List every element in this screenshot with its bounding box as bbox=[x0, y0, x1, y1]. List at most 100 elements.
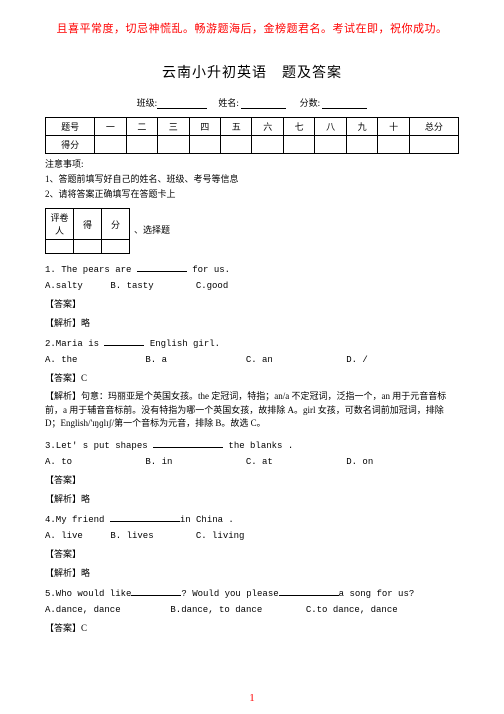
q2-ans-val: C bbox=[81, 373, 87, 383]
score-value-row: 得分 bbox=[46, 136, 459, 154]
mini-cell bbox=[102, 240, 130, 254]
q1-opt-b: B. tasty bbox=[110, 281, 190, 291]
head-cell: 五 bbox=[221, 118, 252, 136]
q1-stem: 1. The pears are for us. bbox=[45, 264, 459, 275]
q3-opt-d: D. on bbox=[346, 457, 441, 467]
q4-stem: 4.My friend in China . bbox=[45, 514, 459, 525]
q3-explain-label: 【解析】略 bbox=[45, 492, 459, 505]
q4-text-a: 4.My friend bbox=[45, 515, 110, 525]
page-title: 云南小升初英语 题及答案 bbox=[45, 62, 459, 82]
head-cell: 七 bbox=[283, 118, 314, 136]
score-table: 题号 一 二 三 四 五 六 七 八 九 十 总分 得分 bbox=[45, 117, 459, 154]
score-label: 分数: bbox=[300, 98, 321, 108]
q2-stem: 2.Maria is English girl. bbox=[45, 338, 459, 349]
head-cell: 九 bbox=[346, 118, 377, 136]
notice-2: 2、请将答案正确填写在答题卡上 bbox=[45, 187, 459, 200]
section-label: 、选择题 bbox=[134, 223, 170, 236]
ans-tag: 【答案】 bbox=[45, 373, 81, 383]
row-label-cell: 得分 bbox=[46, 136, 95, 154]
q2-explain: 【解析】句意：玛丽亚是个英国女孩。the 定冠词，特指；an/a 不定冠词，泛指… bbox=[45, 390, 459, 431]
q5-opt-c: C.to dance, dance bbox=[306, 605, 398, 615]
head-cell: 六 bbox=[252, 118, 283, 136]
q3-opt-a: A. to bbox=[45, 457, 140, 467]
q2-opt-b: B. a bbox=[145, 355, 240, 365]
head-cell: 二 bbox=[126, 118, 157, 136]
q3-answer-label: 【答案】 bbox=[45, 473, 459, 486]
q2-opt-d: D. / bbox=[346, 355, 441, 365]
mini-table-wrap: 评卷人 得 分 、选择题 bbox=[45, 204, 459, 254]
empty-cell bbox=[283, 136, 314, 154]
head-cell: 四 bbox=[189, 118, 220, 136]
score-blank bbox=[322, 99, 367, 109]
q4-opt-c: C. living bbox=[196, 531, 276, 541]
q3-blank bbox=[153, 440, 223, 448]
q2-options: A. the B. a C. an D. / bbox=[45, 355, 459, 365]
q4-blank bbox=[110, 514, 180, 522]
notice-1: 1、答题前填写好自己的姓名、班级、考号等信息 bbox=[45, 172, 459, 185]
q1-options: A.salty B. tasty C.good bbox=[45, 281, 459, 291]
empty-cell bbox=[158, 136, 189, 154]
q3-opt-c: C. at bbox=[246, 457, 341, 467]
q5-opt-b: B.dance, to dance bbox=[170, 605, 300, 615]
head-cell: 八 bbox=[315, 118, 346, 136]
mini-cell: 评卷人 bbox=[46, 209, 74, 240]
mini-table: 评卷人 得 分 bbox=[45, 208, 130, 254]
q3-text-b: the blanks . bbox=[223, 441, 293, 451]
mini-cell: 分 bbox=[102, 209, 130, 240]
motto-text: 且喜平常度，切忌神慌乱。畅游题海后，金榜题君名。考试在即，祝你成功。 bbox=[45, 20, 459, 36]
empty-cell bbox=[378, 136, 409, 154]
q5-answer: 【答案】C bbox=[45, 621, 459, 634]
meta-row: 班级: 姓名: 分数: bbox=[45, 96, 459, 109]
class-blank bbox=[157, 99, 207, 109]
empty-cell bbox=[315, 136, 346, 154]
ans-tag: 【答案】 bbox=[45, 623, 81, 633]
notice-head: 注意事项: bbox=[45, 157, 459, 170]
q1-text-a: 1. The pears are bbox=[45, 265, 137, 275]
empty-cell bbox=[189, 136, 220, 154]
omit-text: 略 bbox=[81, 318, 90, 328]
head-cell: 题号 bbox=[46, 118, 95, 136]
q4-options: A. live B. lives C. living bbox=[45, 531, 459, 541]
q5-text-a: 5.Who would like bbox=[45, 589, 131, 599]
omit-text: 略 bbox=[81, 494, 90, 504]
head-cell: 一 bbox=[95, 118, 126, 136]
empty-cell bbox=[252, 136, 283, 154]
empty-cell bbox=[221, 136, 252, 154]
q4-text-b: in China . bbox=[180, 515, 234, 525]
q4-explain-label: 【解析】略 bbox=[45, 566, 459, 579]
q1-opt-c: C.good bbox=[196, 281, 276, 291]
q3-stem: 3.Let' s put shapes the blanks . bbox=[45, 440, 459, 451]
empty-cell bbox=[346, 136, 377, 154]
q1-opt-a: A.salty bbox=[45, 281, 105, 291]
q2-opt-c: C. an bbox=[246, 355, 341, 365]
q1-text-b: for us. bbox=[187, 265, 230, 275]
q2-opt-a: A. the bbox=[45, 355, 140, 365]
q5-text-b: ? Would you please bbox=[181, 589, 278, 599]
head-cell: 总分 bbox=[409, 118, 458, 136]
mini-cell bbox=[74, 240, 102, 254]
name-blank bbox=[241, 99, 286, 109]
q4-answer-label: 【答案】 bbox=[45, 547, 459, 560]
mini-cell: 得 bbox=[74, 209, 102, 240]
score-head-row: 题号 一 二 三 四 五 六 七 八 九 十 总分 bbox=[46, 118, 459, 136]
q4-opt-b: B. lives bbox=[110, 531, 190, 541]
q1-blank bbox=[137, 264, 187, 272]
q5-blank-2 bbox=[279, 588, 339, 596]
q5-stem: 5.Who would like? Would you pleasea song… bbox=[45, 588, 459, 599]
exp-tag: 【解析】 bbox=[45, 318, 81, 328]
q5-opt-a: A.dance, dance bbox=[45, 605, 165, 615]
q3-opt-b: B. in bbox=[145, 457, 240, 467]
exp-tag: 【解析】 bbox=[45, 494, 81, 504]
q5-options: A.dance, dance B.dance, to dance C.to da… bbox=[45, 605, 459, 615]
name-label: 姓名: bbox=[218, 98, 239, 108]
empty-cell bbox=[95, 136, 126, 154]
q2-answer: 【答案】C bbox=[45, 371, 459, 384]
q2-blank bbox=[104, 338, 144, 346]
exp-tag: 【解析】 bbox=[45, 568, 81, 578]
q5-blank-1 bbox=[131, 588, 181, 596]
q3-text-a: 3.Let' s put shapes bbox=[45, 441, 153, 451]
head-cell: 十 bbox=[378, 118, 409, 136]
q2-text-b: English girl. bbox=[144, 339, 220, 349]
q1-explain-label: 【解析】略 bbox=[45, 316, 459, 329]
class-label: 班级: bbox=[137, 98, 158, 108]
